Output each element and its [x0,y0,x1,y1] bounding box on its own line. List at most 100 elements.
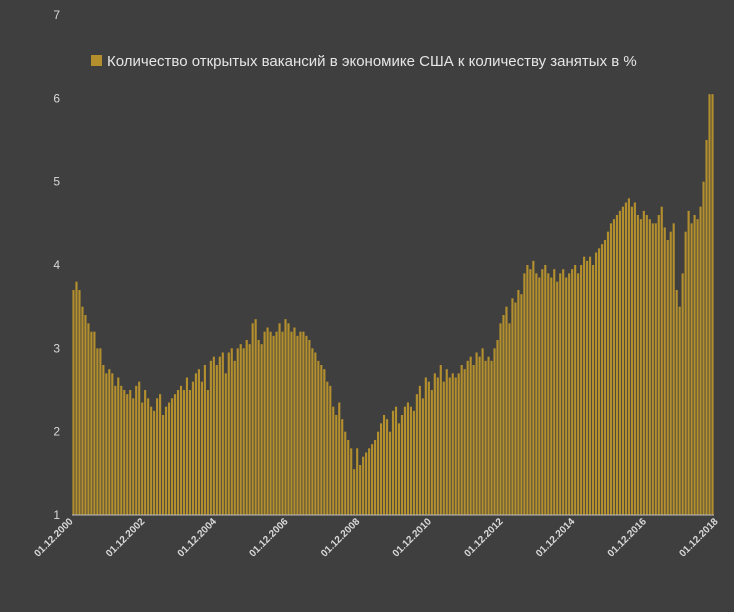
bar [200,381,203,515]
x-tick-label: 01.12.2002 [104,516,147,559]
bar [487,356,490,515]
bar [141,402,144,515]
bar [633,202,636,515]
bar [606,231,610,516]
x-tick-label: 01.12.2006 [247,516,290,559]
x-tick-label: 01.12.2014 [534,516,577,559]
bar [439,365,442,515]
bar [272,335,275,515]
bar [257,340,260,515]
bar [463,369,466,515]
bar [126,394,129,515]
bar [347,440,350,515]
bar [221,352,224,515]
bar [693,215,696,515]
bar [541,269,544,515]
bar [421,398,424,515]
bar [385,419,389,515]
x-tick-label: 01.12.2000 [32,516,75,559]
bar [550,277,553,515]
bar [287,323,290,515]
bar [218,356,221,515]
bar [388,431,392,515]
bar [99,348,102,515]
bar [317,360,320,515]
bar [382,415,386,515]
bar [209,360,212,515]
x-tick-label: 01.12.2010 [391,516,434,559]
bar [90,331,93,515]
bar [341,419,344,515]
bar [529,269,532,515]
bar [147,398,150,515]
bar [412,410,415,515]
bar [615,215,619,515]
bar [224,373,227,515]
bar-series [72,94,714,516]
bar [696,219,699,516]
bar [409,406,412,515]
bar [708,94,711,516]
bar [379,423,383,515]
bar [705,140,708,515]
bar [547,273,550,515]
x-tick-label: 01.12.2008 [319,516,362,559]
bar [117,377,120,515]
bar [505,306,508,515]
bar [329,385,332,515]
bar [636,215,639,515]
bar [132,398,135,515]
bar [242,348,245,515]
bar [624,202,627,515]
bar [162,415,165,515]
bar [591,265,595,515]
bar [523,273,526,515]
bar [508,323,511,515]
bar [365,452,368,515]
bar [535,273,538,515]
bar [586,260,589,515]
bar [556,281,559,515]
bar [400,415,404,515]
bar [565,277,568,515]
bar [179,385,183,515]
y-tick-label: 2 [53,425,60,439]
bar [376,431,380,515]
bar [502,315,505,515]
bar [296,335,299,515]
bar [182,390,186,515]
bar [263,331,266,515]
bar [197,369,200,515]
bar [203,365,206,515]
bar [577,273,580,515]
bar [642,210,645,515]
bar [227,352,230,515]
bar [81,306,84,515]
bar [475,352,478,515]
legend-label: Количество открытых вакансий в экономике… [107,53,637,70]
bar [600,244,604,516]
bar [427,381,430,515]
bar [326,381,329,515]
bar [583,256,586,515]
bar [188,390,192,515]
bar [603,240,607,515]
bar [129,390,132,515]
bar [517,290,520,515]
bar [353,469,356,515]
bar [580,265,583,515]
bar [663,227,666,515]
bar [314,352,317,515]
bar [75,281,78,515]
bar [105,373,108,515]
bar [403,406,407,515]
x-tick-label: 01.12.2016 [606,516,649,559]
bar [230,348,233,515]
bar [433,373,436,515]
bar [511,298,514,515]
bar [290,331,293,515]
bar [371,444,374,515]
bar [660,206,663,516]
bar [478,356,481,515]
y-tick-label: 4 [53,258,60,272]
